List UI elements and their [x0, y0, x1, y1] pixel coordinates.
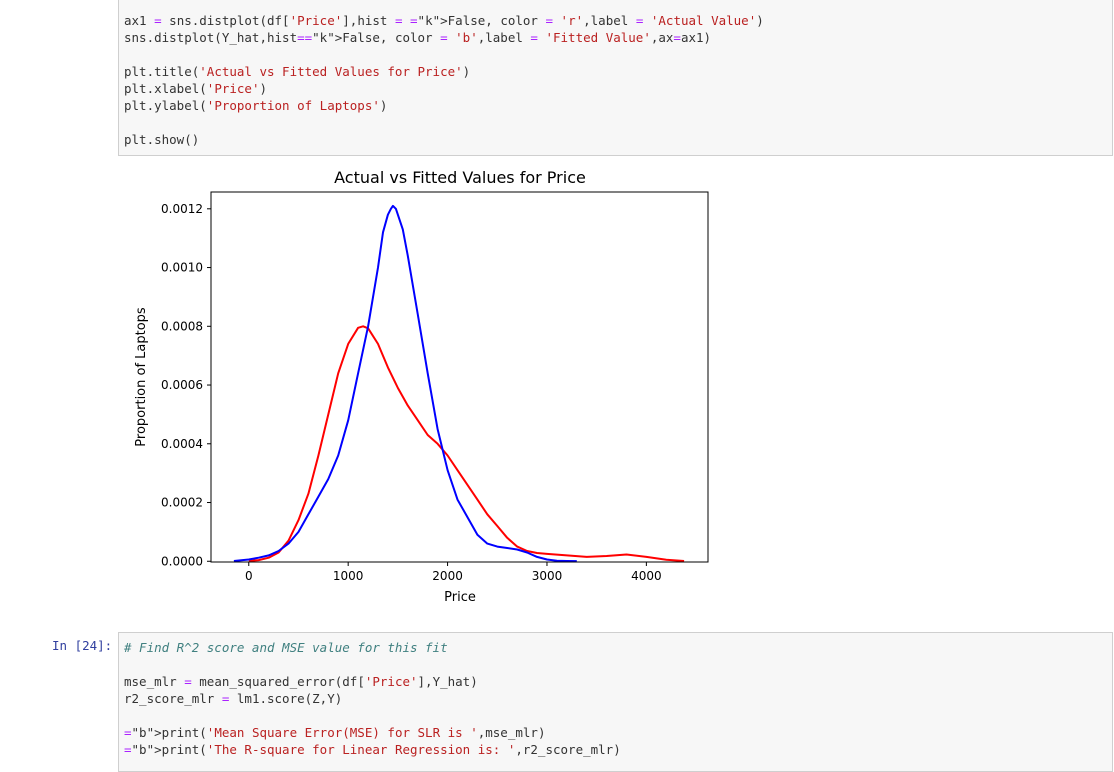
y-tick-label: 0.0002	[161, 496, 203, 510]
code-editor[interactable]: ax1 = sns.distplot(df['Price'],hist = ="…	[119, 0, 1112, 148]
series-line-1	[248, 325, 685, 562]
code-line: ="b">print('Mean Square Error(MSE) for S…	[124, 725, 546, 740]
code-editor[interactable]: # Find R^2 score and MSE value for this …	[119, 633, 1112, 758]
y-tick-label: 0.0006	[161, 378, 203, 392]
code-line: plt.title('Actual vs Fitted Values for P…	[124, 64, 471, 79]
code-line: plt.show()	[124, 132, 200, 147]
x-tick-label: 3000	[532, 569, 563, 583]
x-tick-label: 1000	[333, 569, 364, 583]
code-line: sns.distplot(Y_hat,hist=="k">False, colo…	[124, 30, 712, 45]
code-line: # Find R^2 score and MSE value for this …	[124, 640, 448, 655]
code-line: plt.ylabel('Proportion of Laptops')	[124, 98, 388, 113]
x-tick-label: 0	[245, 569, 253, 583]
y-tick-label: 0.0010	[161, 261, 203, 275]
code-cell-plot[interactable]: ax1 = sns.distplot(df['Price'],hist = ="…	[118, 0, 1113, 156]
chart-output: Actual vs Fitted Values for Price Price …	[134, 168, 709, 605]
plot-area	[233, 204, 685, 563]
y-axis-label: Proportion of Laptops	[134, 307, 149, 447]
code-line: ax1 = sns.distplot(df['Price'],hist = ="…	[124, 13, 764, 28]
code-line: r2_score_mlr = lm1.score(Z,Y)	[124, 691, 343, 706]
x-axis-label: Price	[444, 590, 476, 605]
chart-title: Actual vs Fitted Values for Price	[334, 168, 586, 187]
x-tick-label: 2000	[432, 569, 463, 583]
cell-prompt: In [24]:	[52, 638, 113, 653]
code-line: mse_mlr = mean_squared_error(df['Price']…	[124, 674, 478, 689]
y-tick-label: 0.0000	[161, 554, 203, 568]
code-line: plt.xlabel('Price')	[124, 81, 268, 96]
y-tick-label: 0.0004	[161, 437, 203, 451]
plot-frame	[210, 191, 709, 563]
code-cell-metrics[interactable]: # Find R^2 score and MSE value for this …	[118, 632, 1113, 772]
y-tick-label: 0.0012	[161, 202, 203, 216]
x-tick-label: 4000	[631, 569, 662, 583]
code-line: ="b">print('The R-square for Linear Regr…	[124, 742, 621, 757]
series-line-2	[233, 204, 577, 563]
y-tick-label: 0.0008	[161, 319, 203, 333]
